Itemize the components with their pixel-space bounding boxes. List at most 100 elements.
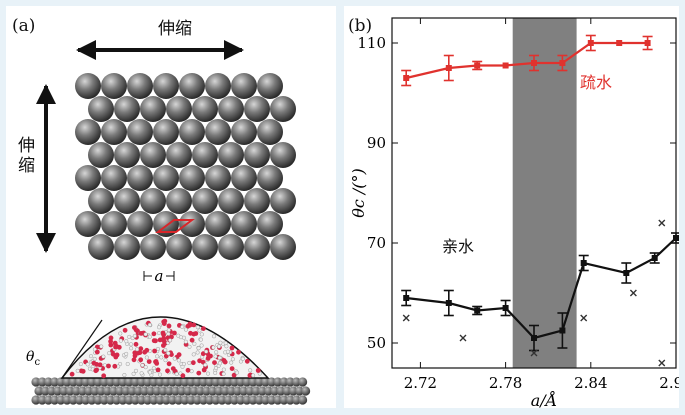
water-atom: [211, 345, 216, 350]
water-atom: [140, 363, 145, 368]
lattice-atom: [166, 142, 192, 168]
scatter-mark: [530, 349, 538, 357]
water-atom: [196, 370, 202, 376]
lattice-atom: [231, 165, 257, 191]
water-atom: [255, 368, 261, 373]
lattice-atom: [166, 234, 192, 260]
lattice-atom: [88, 234, 114, 260]
x-axis-label: a/Å: [531, 390, 557, 408]
plot-frame: [391, 17, 677, 369]
water-atom: [195, 350, 200, 355]
water-atom: [176, 358, 181, 363]
water-molecules: [69, 318, 262, 379]
water-atom: [229, 345, 235, 351]
lattice-atom: [192, 234, 218, 260]
water-atom: [138, 331, 144, 336]
lattice-atom: [127, 119, 153, 145]
lattice-atom: [140, 142, 166, 168]
water-atom: [201, 326, 206, 331]
water-atom: [185, 367, 191, 373]
water-atom: [221, 367, 226, 372]
lattice-atom: [88, 188, 114, 214]
lattice-atom: [127, 73, 153, 99]
y-tick-label: 70: [367, 234, 386, 252]
water-atom: [122, 327, 128, 333]
lattice-atom: [75, 73, 101, 99]
water-atom: [128, 342, 133, 347]
lattice-atom: [231, 211, 257, 237]
water-atom: [93, 368, 99, 374]
water-atom: [174, 372, 179, 377]
water-atom: [240, 356, 245, 361]
lattice-atom: [153, 165, 179, 191]
water-atom: [195, 325, 200, 330]
substrate: [31, 377, 311, 405]
water-atom: [197, 358, 203, 364]
unit-cell-rhombus: [155, 219, 195, 233]
water-atom: [231, 372, 237, 378]
water-atom: [211, 334, 216, 339]
contact-angle-label: θc: [26, 349, 40, 368]
water-atom: [124, 351, 129, 356]
lattice-atom: [75, 119, 101, 145]
water-atom: [132, 350, 138, 356]
lattice-atom: [257, 211, 283, 237]
water-atom: [155, 354, 160, 359]
scatter-mark: [658, 219, 666, 227]
lattice-atom: [192, 188, 218, 214]
contact-angle-tangent: [61, 319, 103, 379]
water-atom: [244, 358, 250, 364]
water-atom: [127, 334, 132, 339]
lattice-atom: [257, 73, 283, 99]
water-atom: [157, 372, 162, 377]
lattice-atom: [192, 142, 218, 168]
data-point: [531, 60, 537, 66]
water-atom: [225, 349, 230, 354]
lattice-atom: [75, 165, 101, 191]
water-atom: [212, 360, 217, 365]
x-tick-label: 2.72: [404, 374, 437, 392]
water-atom: [161, 332, 167, 338]
lattice-atom: [244, 96, 270, 122]
water-atom: [166, 328, 171, 333]
lattice-atom: [205, 165, 231, 191]
water-atom: [131, 357, 137, 363]
water-atom: [129, 346, 134, 351]
water-atom: [118, 331, 123, 336]
water-atom: [163, 358, 168, 363]
water-atom: [132, 325, 137, 330]
water-atom: [148, 370, 153, 375]
water-atom: [75, 368, 80, 373]
water-atom: [143, 332, 148, 337]
substrate-atom: [301, 386, 311, 396]
water-atom: [92, 356, 97, 361]
lattice-atom: [231, 73, 257, 99]
water-atom: [155, 367, 161, 373]
y-axis-label: θc /(°): [349, 168, 368, 218]
water-atom: [147, 334, 152, 339]
scatter-mark: [459, 334, 467, 342]
substrate-atom: [298, 395, 308, 405]
lattice-atom: [205, 211, 231, 237]
lattice-atom: [88, 142, 114, 168]
water-atom: [166, 361, 172, 367]
water-atom: [151, 338, 157, 344]
lattice-atom: [75, 211, 101, 237]
water-atom: [94, 349, 100, 355]
water-atom: [166, 351, 171, 356]
water-atom: [152, 348, 158, 354]
water-atom: [113, 354, 119, 360]
water-atom: [223, 341, 228, 346]
lattice-atom: [205, 73, 231, 99]
water-atom: [153, 359, 158, 365]
water-atom: [108, 342, 114, 348]
water-atom: [191, 322, 197, 328]
water-atom: [146, 359, 152, 364]
water-atom: [221, 371, 226, 376]
lattice-atom: [218, 234, 244, 260]
data-point: [644, 40, 651, 46]
lattice-atom: [140, 96, 166, 122]
water-atom: [147, 322, 152, 327]
water-atom: [112, 340, 118, 346]
